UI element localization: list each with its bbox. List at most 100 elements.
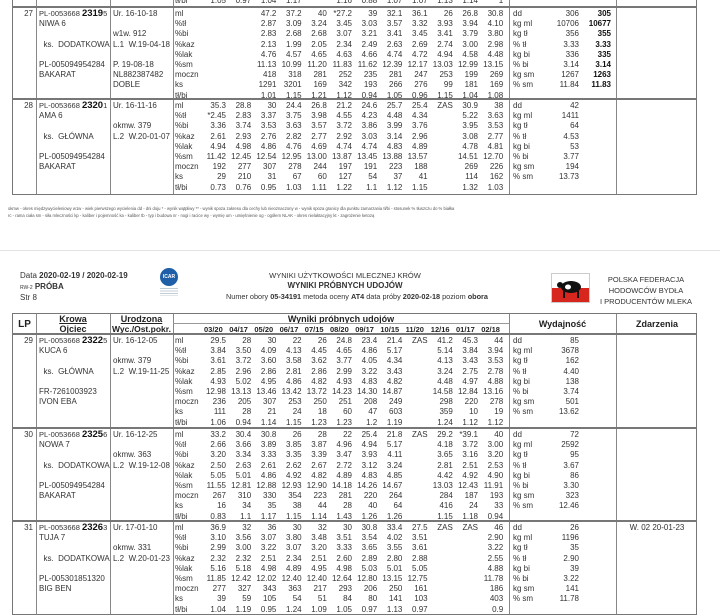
cow-icon bbox=[557, 281, 581, 298]
yield-value: 501 bbox=[565, 397, 579, 407]
yield-value: 11.84 bbox=[559, 80, 579, 90]
measure-value: 4.93 bbox=[210, 376, 226, 386]
measure-label: ml bbox=[175, 101, 184, 110]
measure-value: 127 bbox=[338, 172, 352, 182]
measure-value: 4.95 bbox=[260, 376, 277, 386]
measure-value: 13.15 bbox=[382, 574, 403, 583]
measure-value: 1.12 bbox=[386, 182, 403, 192]
cow-info-line: BAKARAT bbox=[39, 491, 76, 501]
column-divider bbox=[173, 522, 174, 614]
yield-value-corrected: 11.83 bbox=[591, 80, 611, 90]
measure-value: 3.41 bbox=[386, 29, 403, 39]
measure-value: 2.86 bbox=[311, 366, 327, 376]
measure-value: 2.93 bbox=[235, 131, 252, 141]
measure-value: 188 bbox=[414, 162, 428, 172]
measure-value: 1.23 bbox=[336, 417, 352, 427]
measure-value: 13.03 bbox=[432, 481, 453, 490]
column-divider bbox=[173, 314, 174, 334]
yield-label: dd bbox=[513, 336, 522, 345]
yield-label: kg sm bbox=[513, 584, 535, 594]
measure-value: 0.95 bbox=[260, 604, 277, 614]
born-info-line: NL882387482 bbox=[113, 70, 164, 80]
measure-value: 39 bbox=[217, 594, 226, 604]
cow-id-bold: 2326 bbox=[81, 522, 104, 533]
measure-value: 2.83 bbox=[260, 29, 277, 39]
measure-value: 21.2 bbox=[336, 101, 352, 110]
column-divider bbox=[36, 0, 37, 6]
born-info-line: okmw. 379 bbox=[113, 121, 152, 131]
table-header: LP Krowa Ojciec Urodzona Wyc./Ost.pokr. … bbox=[12, 313, 697, 335]
measure-label: moczn bbox=[175, 70, 199, 80]
column-divider bbox=[36, 335, 37, 427]
herd-value: 05-34191 bbox=[270, 292, 302, 301]
measure-value: 3.36 bbox=[210, 121, 226, 131]
measure-value: 12.45 bbox=[231, 152, 252, 161]
measure-value: 5.18 bbox=[235, 563, 252, 573]
measure-value: 1.14 bbox=[462, 0, 478, 5]
yield-value: 3.14 bbox=[563, 60, 579, 69]
measure-value: 64 bbox=[393, 501, 403, 511]
measure-value: 3.63 bbox=[286, 121, 302, 131]
yield-label: kg ml bbox=[513, 533, 533, 543]
measure-value: 235 bbox=[363, 70, 378, 80]
measure-value: 5.02 bbox=[235, 376, 252, 386]
measure-value: 208 bbox=[363, 397, 378, 407]
measure-value: 4.34 bbox=[386, 356, 403, 366]
measure-value: 4.76 bbox=[286, 141, 302, 151]
month-header: 03/20 bbox=[204, 325, 223, 334]
measure-value: 2.68 bbox=[311, 29, 327, 39]
measure-value: 3.24 bbox=[437, 366, 453, 376]
measure-value: 30.4 bbox=[235, 430, 252, 439]
measure-value: 1.18 bbox=[462, 511, 478, 521]
yield-value: 12.46 bbox=[558, 501, 579, 511]
measure-value: 3.00 bbox=[487, 440, 504, 450]
measure-value: 1.24 bbox=[286, 604, 302, 614]
measure-value: 47.2 bbox=[260, 9, 277, 18]
cow-info-line: ks. DODATKOWA bbox=[39, 460, 110, 470]
measure-value: 4.85 bbox=[386, 470, 403, 480]
measure-value: 3.35 bbox=[286, 450, 302, 460]
measure-value: 11.55 bbox=[206, 481, 226, 490]
measure-value: 2.62 bbox=[286, 460, 302, 470]
level-value: obora bbox=[467, 292, 488, 301]
measure-value: 293 bbox=[338, 584, 352, 594]
pfhb-logo bbox=[551, 273, 590, 303]
measure-value: 12.88 bbox=[256, 481, 277, 490]
cow-info-line: ks. GŁÓWNA bbox=[39, 131, 94, 141]
measure-value: 4.10 bbox=[487, 19, 504, 29]
measure-value: 4.88 bbox=[487, 376, 504, 386]
measure-value: 13.13 bbox=[231, 387, 252, 396]
measure-value: 28 bbox=[242, 407, 252, 417]
yield-label: % bi bbox=[513, 60, 529, 69]
month-header: 04/17 bbox=[229, 325, 248, 334]
measure-value: 35 bbox=[267, 501, 277, 511]
measure-value: 1.05 bbox=[336, 604, 352, 614]
record-row: 29 PL-0053668 23225 KUCA 6 ks. GŁÓWNA FR-72… bbox=[12, 333, 697, 428]
column-divider bbox=[110, 429, 111, 520]
test-date-value: 2020-02-18 bbox=[402, 292, 441, 301]
measure-value: 2.05 bbox=[311, 39, 327, 49]
month-header: 10/15 bbox=[380, 325, 400, 334]
yield-label: % bi bbox=[513, 152, 529, 161]
born-info-line: okmw. 363 bbox=[113, 450, 152, 460]
measure-value: 247 bbox=[414, 70, 428, 80]
measure-value: 40 bbox=[494, 430, 504, 439]
yield-value: 356 bbox=[565, 29, 579, 39]
measure-value: 267 bbox=[212, 491, 226, 501]
measure-value: 41 bbox=[418, 172, 428, 182]
header-rule bbox=[173, 323, 509, 324]
measure-label: tł/bi bbox=[175, 604, 188, 614]
cow-id-prefix: PL-0053668 bbox=[39, 336, 82, 345]
measure-label: %bi bbox=[175, 121, 189, 131]
column-divider bbox=[509, 335, 510, 427]
measure-value: 23.4 bbox=[361, 336, 378, 345]
measure-value: 3.61 bbox=[412, 543, 428, 553]
measure-value: 12.42 bbox=[231, 574, 252, 583]
measure-value: 80 bbox=[368, 594, 378, 604]
measure-value: 186 bbox=[489, 584, 504, 594]
report-meta: Numer obory 05-34191 metoda oceny AT4 da… bbox=[226, 292, 488, 301]
measure-value: 11.13 bbox=[256, 60, 277, 69]
measure-value: 3.72 bbox=[462, 440, 478, 450]
measure-value: ZAS bbox=[437, 101, 453, 110]
header-lp: LP bbox=[18, 319, 31, 330]
